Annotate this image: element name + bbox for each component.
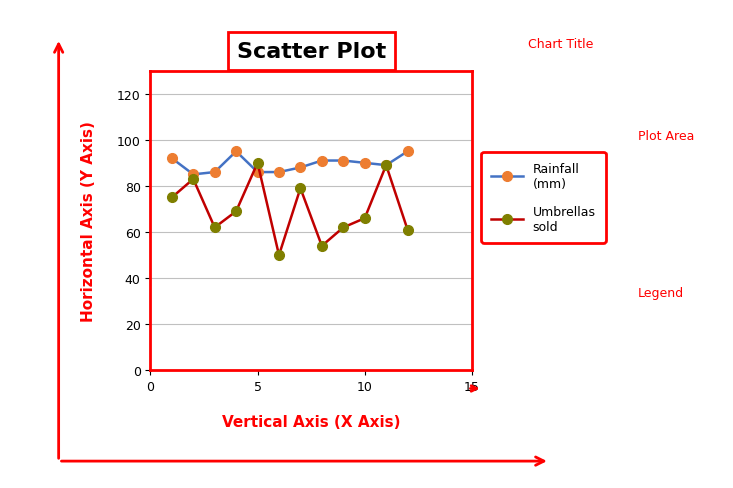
- Line: Umbrellas
sold: Umbrellas sold: [167, 159, 413, 261]
- Umbrellas
sold: [403, 227, 412, 233]
- Rainfall
(mm): [403, 149, 412, 155]
- Umbrellas
sold: [382, 163, 391, 169]
- Rainfall
(mm): [189, 172, 198, 178]
- Title: Scatter Plot: Scatter Plot: [237, 41, 386, 61]
- Line: Rainfall
(mm): Rainfall (mm): [167, 147, 413, 180]
- Rainfall
(mm): [339, 158, 347, 164]
- Umbrellas
sold: [317, 244, 326, 249]
- Text: Plot Area: Plot Area: [638, 130, 694, 143]
- X-axis label: Vertical Axis (X Axis): Vertical Axis (X Axis): [222, 414, 400, 429]
- Umbrellas
sold: [275, 253, 284, 259]
- Rainfall
(mm): [382, 163, 391, 169]
- Umbrellas
sold: [210, 225, 219, 231]
- Rainfall
(mm): [232, 149, 240, 155]
- Umbrellas
sold: [361, 216, 369, 222]
- Y-axis label: Horizontal Axis (Y Axis): Horizontal Axis (Y Axis): [81, 121, 96, 321]
- Rainfall
(mm): [167, 156, 176, 162]
- Umbrellas
sold: [167, 195, 176, 201]
- Rainfall
(mm): [210, 170, 219, 176]
- Umbrellas
sold: [189, 177, 198, 183]
- Umbrellas
sold: [232, 209, 240, 215]
- Rainfall
(mm): [361, 161, 369, 166]
- Legend: Rainfall
(mm), Umbrellas
sold: Rainfall (mm), Umbrellas sold: [482, 152, 605, 244]
- Umbrellas
sold: [253, 161, 262, 166]
- Rainfall
(mm): [317, 158, 326, 164]
- Text: Chart Title: Chart Title: [528, 38, 593, 50]
- Rainfall
(mm): [296, 165, 305, 171]
- Rainfall
(mm): [253, 170, 262, 176]
- Rainfall
(mm): [275, 170, 284, 176]
- Umbrellas
sold: [339, 225, 347, 231]
- Text: Legend: Legend: [638, 286, 684, 299]
- Umbrellas
sold: [296, 186, 305, 192]
